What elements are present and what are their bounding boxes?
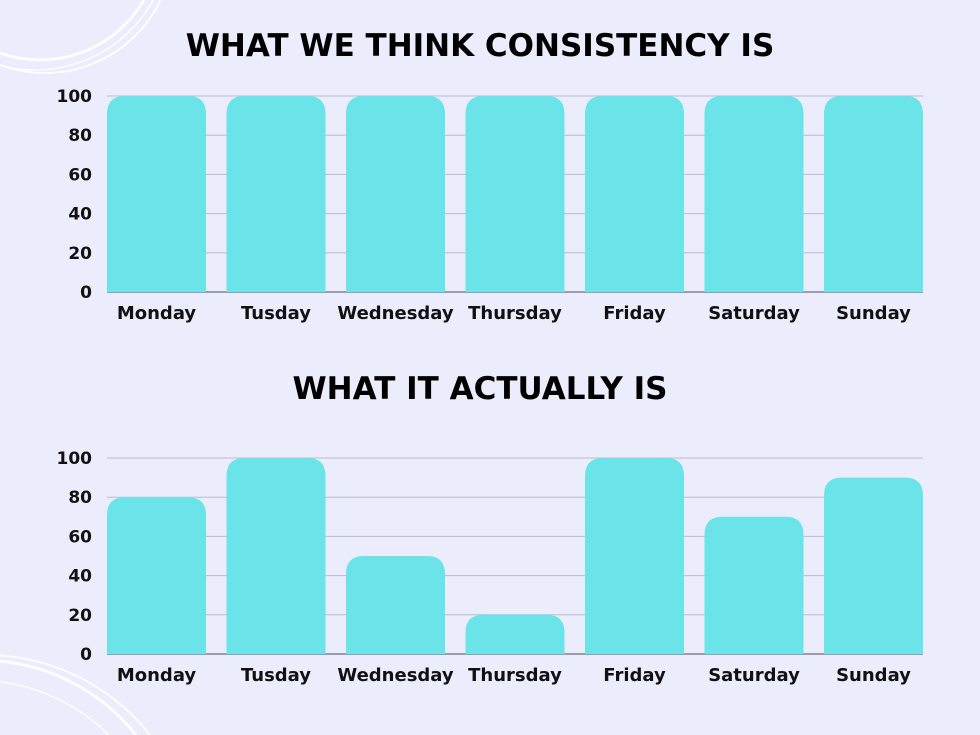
x-category-label: Friday (603, 303, 666, 324)
bar-sunday (824, 477, 923, 654)
bar-saturday (704, 516, 804, 654)
bar-friday (585, 96, 684, 292)
decorative-swirl-bottom-left (0, 654, 151, 735)
y-tick-label: 100 (57, 87, 93, 107)
bar-saturday (704, 96, 804, 292)
y-tick-label: 60 (68, 165, 92, 185)
y-tick-label: 0 (80, 283, 92, 303)
bar-tusday (226, 96, 326, 292)
x-category-label: Tusday (241, 303, 311, 324)
bar-wednesday (346, 96, 445, 292)
chart-title: WHAT IT ACTUALLY IS (292, 371, 667, 407)
x-category-label: Wednesday (337, 665, 454, 686)
y-tick-label: 20 (68, 244, 92, 264)
bar-monday (107, 96, 206, 292)
bar-monday (107, 497, 206, 654)
x-category-label: Thursday (468, 303, 562, 324)
x-category-label: Wednesday (337, 303, 454, 324)
bar-chart-1: WHAT WE THINK CONSISTENCY IS 0 20 40 60 80 100… (57, 28, 923, 324)
y-tick-label: 80 (68, 488, 92, 508)
x-category-label: Monday (117, 303, 197, 324)
bar-wednesday (346, 556, 445, 654)
bar-thursday (465, 96, 565, 292)
y-tick-label: 0 (80, 645, 92, 665)
bar-tusday (226, 458, 326, 654)
bar-sunday (824, 96, 923, 292)
y-tick-label: 20 (68, 606, 92, 626)
x-category-label: Thursday (468, 665, 562, 686)
x-category-label: Tusday (241, 665, 311, 686)
x-category-label: Sunday (836, 665, 911, 686)
bar-friday (585, 458, 684, 654)
x-category-label: Monday (117, 665, 197, 686)
y-tick-label: 100 (57, 449, 93, 469)
decorative-swirl-top-left (0, 0, 162, 74)
y-tick-label: 40 (68, 205, 92, 225)
x-category-label: Friday (603, 665, 666, 686)
y-tick-label: 80 (68, 126, 92, 146)
bar-thursday (465, 614, 565, 654)
x-category-label: Sunday (836, 303, 911, 324)
y-tick-label: 60 (68, 527, 92, 547)
bar-chart-2: WHAT IT ACTUALLY IS 0 20 40 60 80 100 Monday Tus… (57, 371, 923, 686)
chart-title: WHAT WE THINK CONSISTENCY IS (186, 28, 775, 64)
y-tick-label: 40 (68, 567, 92, 587)
x-category-label: Saturday (708, 303, 800, 324)
x-category-label: Saturday (708, 665, 800, 686)
